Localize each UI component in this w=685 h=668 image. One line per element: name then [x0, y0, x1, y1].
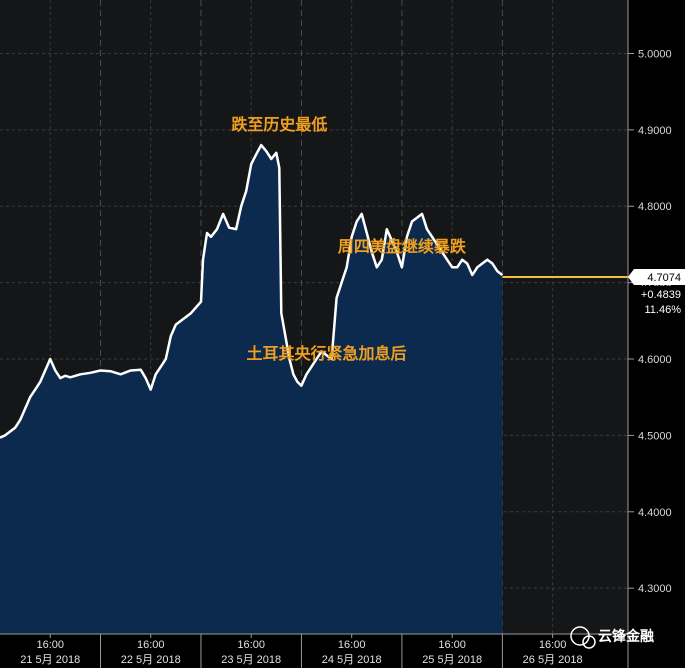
x-axis: 16:00 21 5月 2018 16:00 22 5月 2018 16:00 23 5月…: [0, 633, 628, 668]
y-tick-label: 4.5000: [638, 430, 672, 442]
watermark-text: 云锋金融: [598, 628, 654, 645]
x-tick-date-label: 26 5月 2018: [523, 654, 583, 666]
y-tick-label: 4.6000: [638, 354, 672, 366]
series-line-path: [0, 143, 504, 439]
last-value-label: 4.7074: [647, 272, 681, 284]
last-value-box: [628, 268, 685, 285]
series-line: [0, 143, 628, 439]
x-tick-time-label: 16:00: [237, 639, 265, 651]
change-abs-label: +0.4839: [641, 289, 681, 301]
change-pct-label: 11.46%: [645, 304, 682, 316]
y-tick-label: 4.9000: [638, 125, 672, 137]
last-value-tag: 4.7074 +0.4839 11.46%: [628, 268, 685, 318]
x-tick-time-label: 16:00: [137, 639, 165, 651]
y-tick-label: 4.4000: [638, 507, 672, 519]
x-tick-time-label: 16:00: [36, 639, 64, 651]
x-tick-date-label: 24 5月 2018: [322, 654, 382, 666]
chart-annotation: 跌至历史最低: [231, 115, 327, 134]
x-tick-date-label: 23 5月 2018: [221, 654, 281, 666]
x-tick-date-label: 22 5月 2018: [121, 654, 181, 666]
y-tick-label: 5.0000: [638, 48, 672, 60]
x-tick-time-label: 16:00: [438, 639, 466, 651]
y-axis: 5.00004.90004.80004.70004.60004.50004.40…: [627, 0, 672, 668]
chart-annotation: 土耳其央行紧急加息后: [247, 344, 407, 363]
x-tick-time-label: 16:00: [338, 639, 366, 651]
watermark: 云锋金融: [570, 626, 654, 649]
wechat-icon-inner: [582, 635, 596, 649]
y-tick-label: 4.3000: [638, 583, 672, 595]
chart-annotation: 周四美盘继续暴跌: [338, 237, 467, 256]
x-tick-time-label: 16:00: [539, 639, 567, 651]
y-tick-label: 4.8000: [638, 201, 672, 213]
change-box: [632, 285, 685, 318]
x-tick-date-label: 21 5月 2018: [20, 654, 80, 666]
x-tick-date-label: 25 5月 2018: [422, 654, 482, 666]
